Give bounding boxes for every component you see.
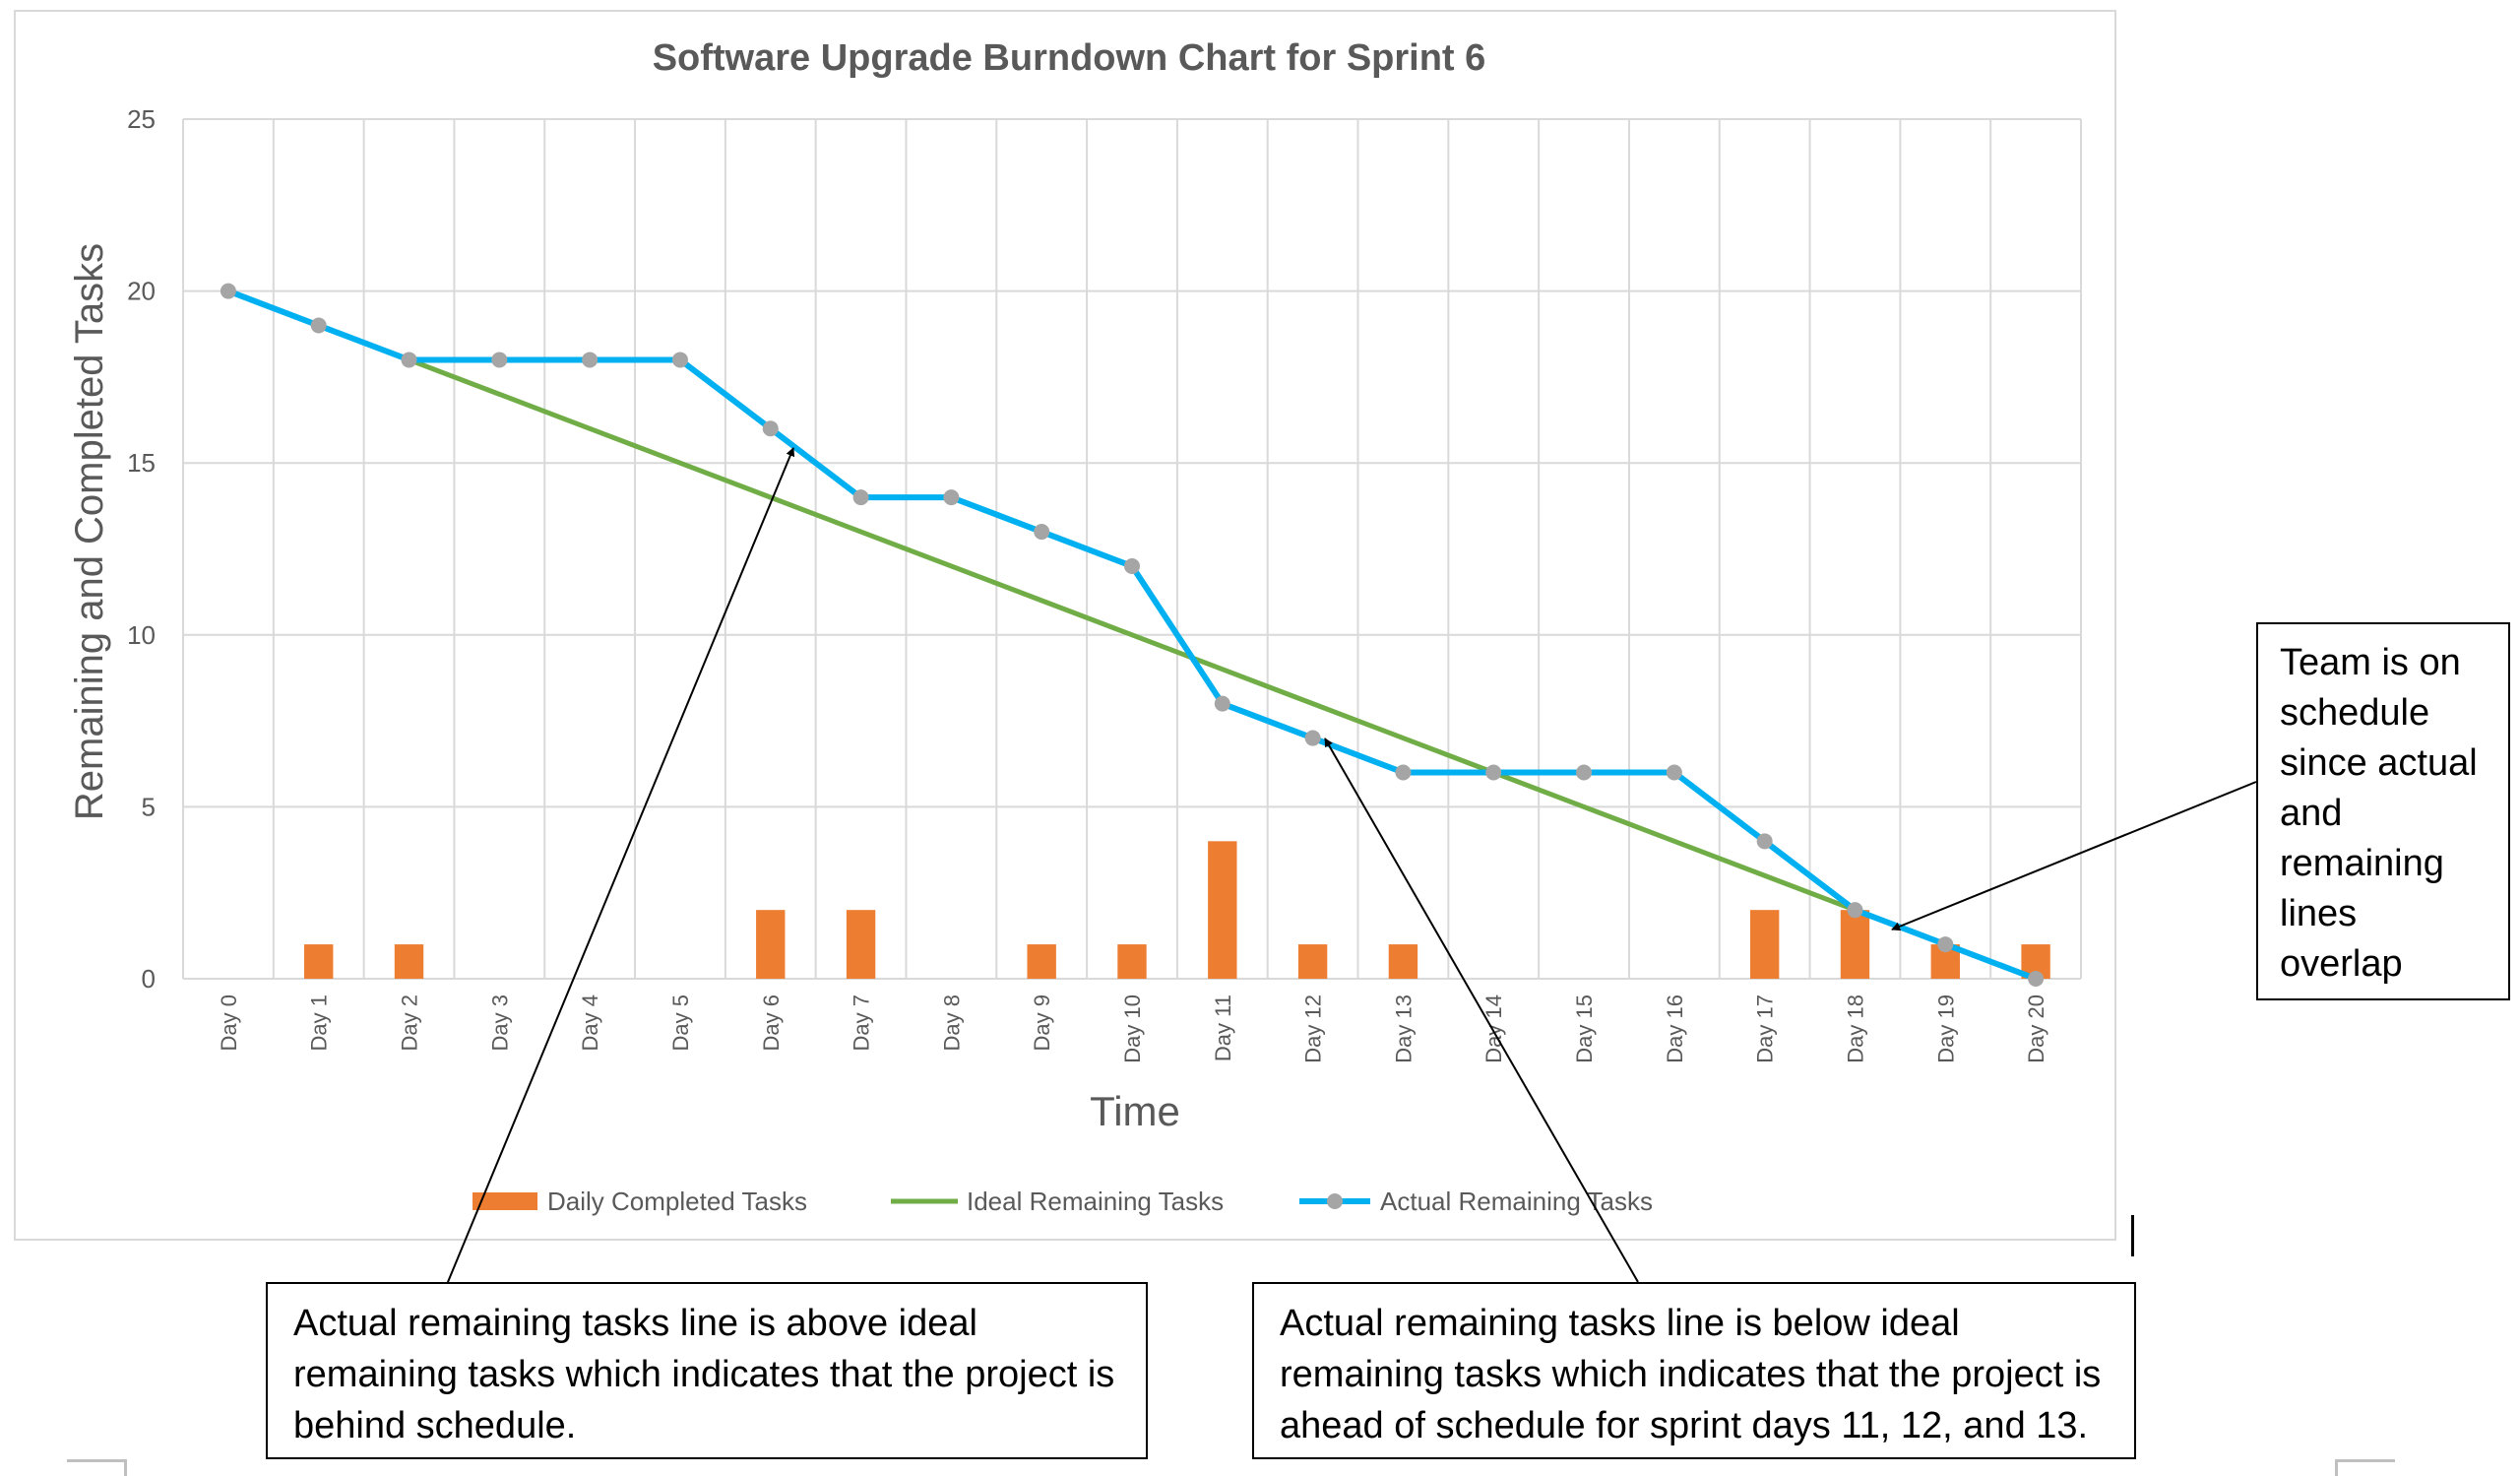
- x-tick-label: Day 10: [1120, 995, 1145, 1063]
- callout-line: behind schedule.: [293, 1405, 577, 1446]
- x-tick-label: Day 11: [1211, 995, 1235, 1061]
- point: [943, 489, 960, 506]
- point: [671, 352, 688, 368]
- point: [1214, 695, 1230, 712]
- text-cursor: [2131, 1215, 2134, 1256]
- legend-label: Daily Completed Tasks: [547, 1187, 807, 1216]
- point: [1304, 730, 1321, 746]
- x-tick-label: Day 7: [850, 995, 874, 1051]
- chart-legend: Daily Completed Tasks Ideal Remaining Tas…: [472, 1187, 1653, 1216]
- bar: [756, 910, 786, 979]
- point: [2028, 971, 2045, 987]
- gridlines: [182, 118, 2082, 980]
- point: [762, 420, 779, 437]
- y-tick-label: 15: [127, 448, 156, 478]
- x-tick-label: Day 15: [1572, 995, 1597, 1063]
- callout-line: since actual: [2280, 742, 2478, 784]
- x-axis-ticks: Day 0 Day 1 Day 2 Day 3 Day 4 Day 5 Day 6 Day 7…: [217, 995, 2048, 1063]
- legend-swatch-marker: [1327, 1193, 1343, 1209]
- y-tick-label: 25: [127, 104, 156, 134]
- callout-line: Team is on: [2280, 642, 2461, 683]
- x-tick-label: Day 9: [1030, 995, 1054, 1051]
- callout-arrows: [430, 447, 2257, 1323]
- point: [220, 283, 236, 299]
- callout-line: Actual remaining tasks line is below ide…: [1280, 1303, 1960, 1344]
- legend-label: Ideal Remaining Tasks: [967, 1187, 1224, 1216]
- callout-behind-schedule: Actual remaining tasks line is above ide…: [266, 1282, 1148, 1459]
- x-tick-label: Day 18: [1843, 995, 1867, 1063]
- x-tick-label: Day 5: [668, 995, 693, 1051]
- point: [401, 352, 417, 368]
- callout-line: remaining: [2280, 843, 2444, 884]
- callout-line: remaining tasks which indicates that the…: [1280, 1354, 2102, 1395]
- bar: [1840, 910, 1870, 979]
- legend-swatch-bar: [472, 1192, 537, 1210]
- callout-line: schedule: [2280, 692, 2430, 734]
- bar: [304, 944, 334, 979]
- callout-line: overlap: [2280, 943, 2403, 985]
- x-tick-label: Day 3: [487, 995, 512, 1051]
- bar: [394, 944, 424, 979]
- callout-line: lines: [2280, 893, 2358, 934]
- bar: [1388, 944, 1418, 979]
- callout-on-schedule: Team is on schedule since actual and rem…: [2256, 622, 2510, 1000]
- y-tick-label: 10: [127, 620, 156, 650]
- callout-line: and: [2280, 793, 2343, 834]
- x-tick-label: Day 1: [307, 995, 332, 1051]
- arrow-behind: [430, 447, 795, 1323]
- x-tick-label: Day 6: [759, 995, 784, 1051]
- y-tick-label: 0: [142, 964, 156, 994]
- callout-line: ahead of schedule for sprint days 11, 12…: [1280, 1405, 2089, 1446]
- x-tick-label: Day 16: [1663, 995, 1687, 1063]
- x-tick-label: Day 4: [578, 995, 602, 1051]
- y-axis-ticks: 0 5 10 15 20 25: [127, 104, 156, 994]
- x-tick-label: Day 13: [1391, 995, 1416, 1063]
- legend-label: Actual Remaining Tasks: [1380, 1187, 1653, 1216]
- x-tick-label: Day 17: [1753, 995, 1778, 1063]
- callout-line: remaining tasks which indicates that the…: [293, 1354, 1115, 1395]
- point: [1485, 764, 1502, 781]
- y-axis-label: Remaining and Completed Tasks: [68, 243, 111, 820]
- x-tick-label: Day 2: [398, 995, 422, 1051]
- line-series-ideal-remaining: [408, 357, 2037, 982]
- x-tick-label: Day 20: [2024, 995, 2048, 1063]
- x-axis-label: Time: [1090, 1088, 1180, 1134]
- point: [1756, 833, 1773, 850]
- point: [491, 352, 508, 368]
- bar: [1117, 944, 1147, 979]
- point: [1937, 936, 1954, 953]
- bar: [1027, 944, 1056, 979]
- point: [1666, 764, 1682, 781]
- x-tick-label: Day 12: [1301, 995, 1326, 1063]
- page-corner-mark: [2335, 1459, 2395, 1476]
- bar: [1297, 944, 1328, 979]
- point: [1034, 524, 1050, 541]
- y-tick-label: 5: [142, 792, 156, 821]
- point: [1576, 764, 1593, 781]
- point: [1124, 557, 1140, 574]
- series-line: [408, 357, 2037, 982]
- x-tick-label: Day 0: [217, 995, 241, 1051]
- bar: [846, 910, 876, 979]
- point: [582, 352, 598, 368]
- arrow-on-schedule: [1891, 781, 2257, 931]
- x-tick-label: Day 19: [1933, 995, 1958, 1063]
- point: [852, 489, 869, 506]
- point: [310, 317, 327, 334]
- line-series-actual-remaining: [220, 283, 2045, 987]
- chart-title: Software Upgrade Burndown Chart for Spri…: [653, 37, 1486, 79]
- x-tick-label: Day 8: [939, 995, 964, 1051]
- y-tick-label: 20: [127, 277, 156, 306]
- callout-ahead-of-schedule: Actual remaining tasks line is below ide…: [1252, 1282, 2136, 1459]
- point: [1395, 764, 1412, 781]
- bar: [1208, 841, 1237, 979]
- arrow-ahead: [1324, 738, 1639, 1283]
- bar: [1749, 910, 1780, 979]
- x-tick-label: Day 14: [1481, 995, 1506, 1063]
- page-corner-mark: [67, 1459, 127, 1476]
- callout-line: Actual remaining tasks line is above ide…: [293, 1303, 977, 1344]
- point: [1847, 902, 1863, 919]
